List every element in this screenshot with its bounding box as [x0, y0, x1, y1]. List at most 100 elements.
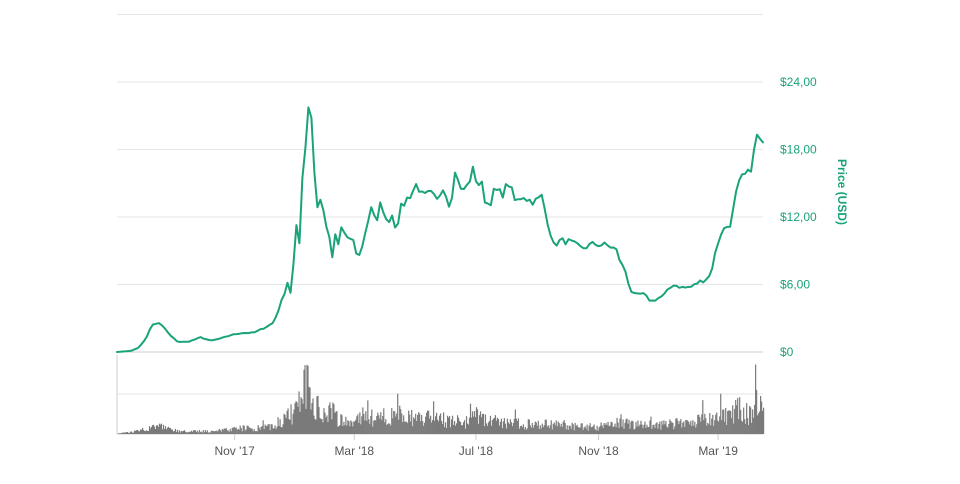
volume-bar: [407, 423, 409, 434]
volume-bar: [645, 427, 647, 434]
volume-bar: [545, 419, 547, 434]
volume-bar: [697, 414, 699, 434]
volume-bar: [740, 409, 742, 434]
volume-bar: [530, 427, 532, 434]
volume-bar: [487, 422, 490, 434]
volume-bar: [315, 419, 317, 434]
volume-bar: [743, 407, 745, 434]
volume-bar: [579, 427, 581, 434]
y-axis-ticks: $0 $6,00 $12,00 $18,00 $24,00: [780, 75, 817, 359]
volume-bar: [148, 426, 151, 434]
volume-bar: [560, 423, 562, 434]
volume-bar: [475, 407, 478, 434]
volume-bar: [634, 428, 636, 434]
volume-bar: [307, 365, 309, 434]
volume-bar: [747, 418, 749, 434]
volume-bar: [739, 397, 741, 434]
x-tick-label: Mar '19: [698, 444, 738, 458]
volume-bar: [750, 407, 752, 434]
volume-bar: [343, 421, 345, 434]
volume-bar: [675, 418, 677, 434]
volume-bar: [247, 425, 249, 434]
volume-bar: [535, 422, 537, 434]
volume-bar: [651, 428, 653, 434]
volume-bar: [249, 427, 251, 434]
volume-bar: [712, 414, 714, 434]
volume-bar: [125, 432, 128, 434]
volume-bar: [504, 423, 506, 434]
volume-bar: [371, 409, 373, 434]
volume-bar: [359, 412, 361, 434]
volume-bar: [301, 398, 303, 434]
volume-bar: [506, 418, 508, 434]
volume-bar: [659, 421, 661, 434]
volume-bar: [421, 415, 423, 434]
volume-bar: [158, 423, 161, 434]
volume-bar: [760, 396, 762, 434]
volume-bar: [445, 427, 448, 434]
volume-bar: [205, 431, 207, 434]
volume-bar: [698, 414, 700, 434]
volume-bar: [464, 428, 467, 434]
volume-bar: [288, 419, 290, 434]
volume-bar: [669, 419, 671, 434]
volume-bar: [325, 417, 327, 434]
volume-bar: [756, 389, 758, 434]
volume-bar: [485, 423, 488, 434]
volume-bar: [170, 429, 173, 434]
volume-bar: [266, 425, 268, 434]
volume-bar: [508, 424, 510, 434]
volume-bar: [589, 423, 591, 434]
volume-bar: [272, 428, 274, 434]
volume-bar: [541, 423, 543, 434]
volume-bar: [441, 420, 443, 434]
volume-bar: [523, 429, 525, 434]
volume-bar: [422, 421, 424, 434]
volume-bar: [208, 432, 210, 434]
volume-bar: [587, 430, 589, 434]
volume-bar: [590, 427, 592, 434]
volume-bar: [147, 431, 150, 434]
volume-bar: [320, 419, 322, 434]
volume-bar: [621, 426, 623, 434]
volume-bar: [470, 417, 473, 434]
volume-bar: [252, 431, 254, 434]
volume-bar: [377, 412, 379, 434]
volume-bar: [446, 415, 449, 434]
volume-bar: [404, 421, 406, 434]
volume-bar: [294, 403, 296, 434]
volume-bar: [424, 422, 426, 434]
price-line-layer: [116, 106, 764, 353]
volume-bar: [339, 425, 341, 434]
volume-bar: [382, 416, 384, 434]
volume-bar: [195, 432, 197, 434]
volume-bar: [202, 430, 204, 434]
volume-bar: [719, 416, 721, 434]
volume-bar: [681, 427, 683, 434]
volume-bar: [257, 425, 259, 434]
volume-bar: [160, 423, 163, 434]
volume-bar: [172, 431, 175, 434]
volume-bar: [708, 424, 710, 434]
volume-bar: [268, 424, 270, 434]
volume-bar: [571, 422, 573, 434]
volume-bar: [399, 405, 401, 434]
volume-bar: [261, 426, 263, 434]
volume-bar: [302, 403, 304, 434]
volume-bar: [223, 428, 225, 434]
volume-bar: [206, 430, 208, 434]
volume-bar: [478, 415, 481, 434]
volume-bar: [536, 425, 538, 434]
volume-bar: [121, 432, 124, 434]
volume-bar: [570, 428, 572, 434]
volume-bar: [644, 421, 646, 434]
volume-bar: [502, 421, 505, 434]
x-tick-label: Nov '18: [578, 444, 619, 458]
volume-bar: [558, 423, 560, 434]
volume-bar: [534, 421, 536, 434]
volume-bar: [663, 420, 665, 434]
volume-bar: [203, 432, 205, 434]
volume-bar: [263, 429, 265, 434]
volume-bar: [227, 430, 229, 434]
y-tick-label: $12,00: [780, 210, 817, 224]
